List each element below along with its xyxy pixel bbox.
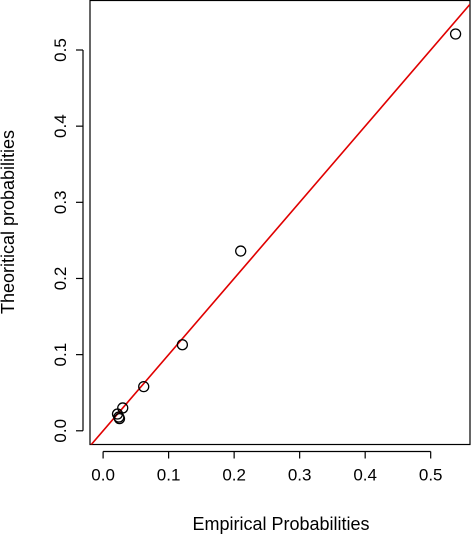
y-tick-label: 0.5 (51, 38, 70, 62)
y-tick-label: 0.1 (51, 343, 70, 367)
data-point (176, 339, 189, 351)
y-tick-label: 0.4 (51, 114, 70, 138)
x-axis: 0.0 0.1 0.2 0.3 0.4 0.5 (91, 450, 443, 485)
x-tick-label: 0.4 (353, 466, 377, 485)
x-tick-label: 0.5 (419, 466, 443, 485)
x-tick-label: 0.0 (91, 466, 115, 485)
x-tick-label: 0.3 (288, 466, 312, 485)
reference-line-layer (90, 3, 470, 445)
data-points-layer (111, 28, 462, 425)
y-tick-label: 0.2 (51, 267, 70, 291)
x-tick-label: 0.2 (222, 466, 246, 485)
y-axis-title: Theoritical probabilities (0, 130, 18, 314)
x-tick-label: 0.1 (157, 466, 181, 485)
x-axis-title: Empirical Probabilities (192, 514, 369, 534)
plot-frame (89, 0, 471, 446)
data-point (235, 245, 247, 257)
reference-line (90, 3, 470, 445)
data-point (449, 28, 462, 40)
y-tick-label: 0.0 (51, 419, 70, 443)
y-tick-label: 0.3 (51, 190, 70, 214)
data-point (113, 412, 126, 425)
data-point (117, 402, 129, 414)
y-axis: 0.0 0.1 0.2 0.3 0.4 0.5 (51, 38, 84, 443)
data-point (138, 380, 150, 393)
